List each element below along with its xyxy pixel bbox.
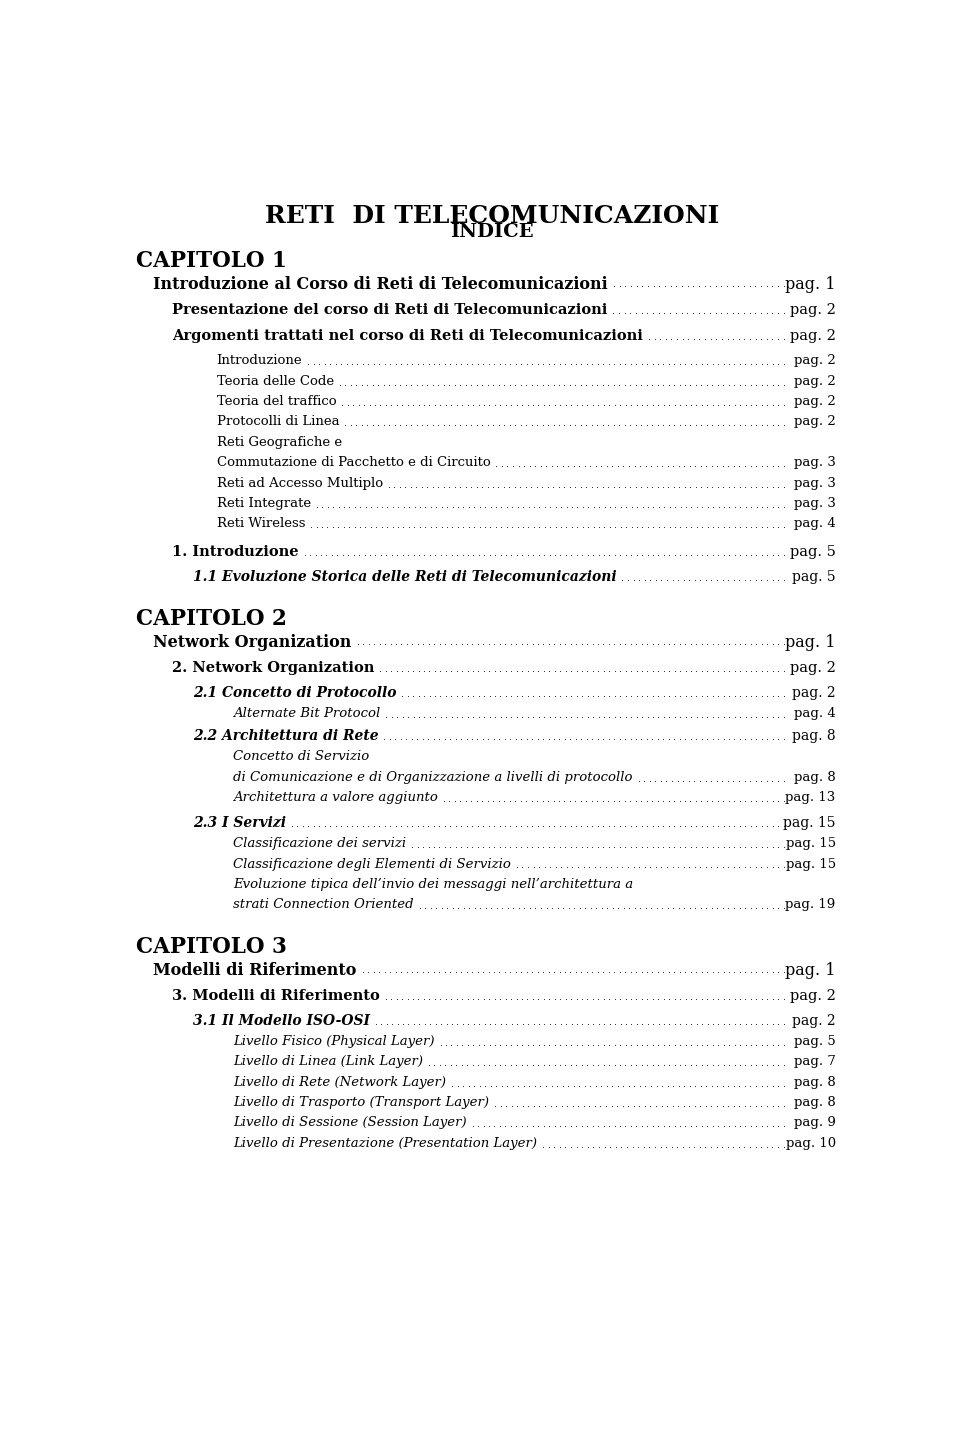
Text: pag. 2: pag. 2 [790, 303, 836, 316]
Text: pag. 8: pag. 8 [794, 771, 836, 784]
Text: Reti Wireless: Reti Wireless [217, 518, 305, 531]
Text: pag. 13: pag. 13 [785, 791, 836, 804]
Text: pag. 4: pag. 4 [794, 706, 836, 719]
Text: 2.3 I Servizi: 2.3 I Servizi [193, 817, 286, 831]
Text: 1.1 Evoluzione Storica delle Reti di Telecomunicazioni: 1.1 Evoluzione Storica delle Reti di Tel… [193, 571, 616, 585]
Text: Modelli di Riferimento: Modelli di Riferimento [154, 962, 357, 980]
Text: Teoria delle Code: Teoria delle Code [217, 375, 334, 388]
Text: Alternate Bit Protocol: Alternate Bit Protocol [233, 706, 380, 719]
Text: pag. 3: pag. 3 [794, 476, 836, 489]
Text: 3.1 Il Modello ISO-OSI: 3.1 Il Modello ISO-OSI [193, 1014, 370, 1028]
Text: pag. 2: pag. 2 [790, 990, 836, 1004]
Text: pag. 4: pag. 4 [794, 518, 836, 531]
Text: pag. 7: pag. 7 [794, 1055, 836, 1068]
Text: pag. 15: pag. 15 [785, 858, 836, 871]
Text: di Comunicazione e di Organizzazione a livelli di protocollo: di Comunicazione e di Organizzazione a l… [233, 771, 633, 784]
Text: Livello di Trasporto (Transport Layer): Livello di Trasporto (Transport Layer) [233, 1095, 489, 1110]
Text: 2.2 Architettura di Rete: 2.2 Architettura di Rete [193, 729, 378, 744]
Text: Teoria del traffico: Teoria del traffico [217, 395, 336, 408]
Text: pag. 2: pag. 2 [792, 1014, 836, 1028]
Text: pag. 1: pag. 1 [785, 276, 836, 293]
Text: pag. 5: pag. 5 [794, 1035, 836, 1048]
Text: Reti ad Accesso Multiplo: Reti ad Accesso Multiplo [217, 476, 383, 489]
Text: Classificazione degli Elementi di Servizio: Classificazione degli Elementi di Serviz… [233, 858, 511, 871]
Text: 2. Network Organization: 2. Network Organization [172, 661, 374, 675]
Text: 3. Modelli di Riferimento: 3. Modelli di Riferimento [172, 990, 380, 1004]
Text: CAPITOLO 2: CAPITOLO 2 [136, 608, 287, 629]
Text: pag. 5: pag. 5 [792, 571, 836, 585]
Text: Protocolli di Linea: Protocolli di Linea [217, 416, 339, 429]
Text: pag. 2: pag. 2 [794, 416, 836, 429]
Text: 1. Introduzione: 1. Introduzione [172, 545, 299, 559]
Text: pag. 8: pag. 8 [794, 1095, 836, 1110]
Text: Livello di Sessione (Session Layer): Livello di Sessione (Session Layer) [233, 1117, 467, 1130]
Text: Reti Integrate: Reti Integrate [217, 498, 311, 511]
Text: Concetto di Servizio: Concetto di Servizio [233, 751, 370, 764]
Text: pag. 3: pag. 3 [794, 456, 836, 469]
Text: Classificazione dei servizi: Classificazione dei servizi [233, 837, 406, 851]
Text: pag. 5: pag. 5 [790, 545, 836, 559]
Text: Reti Geografiche e: Reti Geografiche e [217, 436, 342, 449]
Text: Network Organization: Network Organization [154, 633, 352, 651]
Text: pag. 10: pag. 10 [785, 1137, 836, 1150]
Text: pag. 2: pag. 2 [794, 395, 836, 408]
Text: Introduzione: Introduzione [217, 355, 302, 368]
Text: pag. 2: pag. 2 [794, 375, 836, 388]
Text: pag. 8: pag. 8 [792, 729, 836, 744]
Text: Argomenti trattati nel corso di Reti di Telecomunicazioni: Argomenti trattati nel corso di Reti di … [172, 329, 643, 343]
Text: pag. 2: pag. 2 [794, 355, 836, 368]
Text: Livello Fisico (Physical Layer): Livello Fisico (Physical Layer) [233, 1035, 435, 1048]
Text: pag. 9: pag. 9 [794, 1117, 836, 1130]
Text: pag. 2: pag. 2 [792, 686, 836, 699]
Text: Livello di Linea (Link Layer): Livello di Linea (Link Layer) [233, 1055, 423, 1068]
Text: pag. 8: pag. 8 [794, 1075, 836, 1088]
Text: pag. 3: pag. 3 [794, 498, 836, 511]
Text: CAPITOLO 3: CAPITOLO 3 [136, 935, 287, 958]
Text: Introduzione al Corso di Reti di Telecomunicazioni: Introduzione al Corso di Reti di Telecom… [154, 276, 608, 293]
Text: Commutazione di Pacchetto e di Circuito: Commutazione di Pacchetto e di Circuito [217, 456, 491, 469]
Text: pag. 1: pag. 1 [785, 633, 836, 651]
Text: INDICE: INDICE [450, 223, 534, 242]
Text: pag. 15: pag. 15 [785, 837, 836, 851]
Text: Evoluzione tipica dell’invio dei messaggi nell’architettura a: Evoluzione tipica dell’invio dei messagg… [233, 878, 634, 891]
Text: strati Connection Oriented: strati Connection Oriented [233, 898, 414, 911]
Text: Architettura a valore aggiunto: Architettura a valore aggiunto [233, 791, 438, 804]
Text: Livello di Presentazione (Presentation Layer): Livello di Presentazione (Presentation L… [233, 1137, 537, 1150]
Text: pag. 2: pag. 2 [790, 329, 836, 343]
Text: pag. 1: pag. 1 [785, 962, 836, 980]
Text: pag. 19: pag. 19 [785, 898, 836, 911]
Text: pag. 2: pag. 2 [790, 661, 836, 675]
Text: pag. 15: pag. 15 [783, 817, 836, 831]
Text: CAPITOLO 1: CAPITOLO 1 [136, 250, 287, 272]
Text: 2.1 Concetto di Protocollo: 2.1 Concetto di Protocollo [193, 686, 396, 699]
Text: Livello di Rete (Network Layer): Livello di Rete (Network Layer) [233, 1075, 446, 1088]
Text: RETI  DI TELECOMUNICAZIONI: RETI DI TELECOMUNICAZIONI [265, 203, 719, 227]
Text: Presentazione del corso di Reti di Telecomunicazioni: Presentazione del corso di Reti di Telec… [172, 303, 608, 316]
